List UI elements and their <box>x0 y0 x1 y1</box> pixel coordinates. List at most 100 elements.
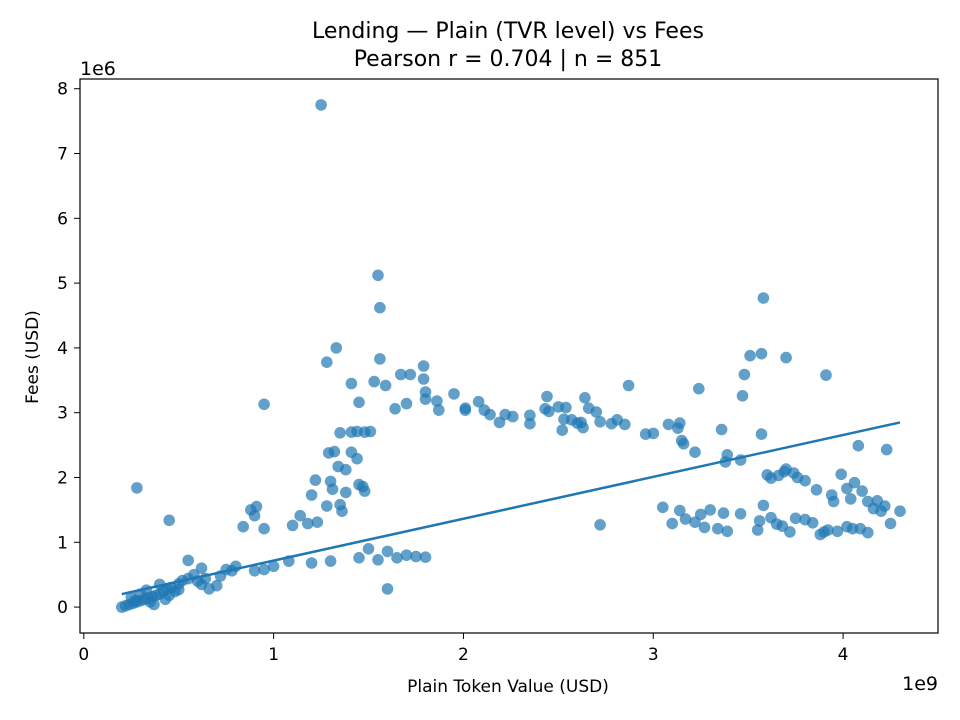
scatter-point <box>507 410 519 423</box>
y-tick-label: 7 <box>57 145 68 165</box>
scatter-point <box>248 509 261 522</box>
scatter-point <box>400 397 413 410</box>
scatter-point <box>757 499 770 512</box>
scatter-point <box>619 418 631 431</box>
scatter-point <box>757 292 770 304</box>
x-tick-label: 1 <box>268 645 279 665</box>
scatter-point <box>381 545 394 558</box>
scatter-point <box>381 583 394 595</box>
scatter-point <box>395 368 407 381</box>
scatter-point <box>541 390 553 403</box>
scatter-point <box>484 408 496 421</box>
scatter-point <box>693 382 705 395</box>
scatter-point <box>324 555 337 567</box>
scatter-point <box>332 460 345 473</box>
x-tick-label: 3 <box>648 645 659 665</box>
scatter-point <box>321 500 333 512</box>
scatter-point <box>374 353 386 365</box>
x-tick-label: 0 <box>78 645 89 665</box>
scatter-point <box>738 368 751 381</box>
scatter-point <box>340 486 352 499</box>
scatter-point <box>309 474 322 486</box>
scatter-point <box>334 498 346 511</box>
scatter-point <box>433 404 445 416</box>
scatter-point <box>806 517 819 529</box>
scatter-point <box>294 509 307 522</box>
scatter-point <box>472 395 485 408</box>
scatter-point <box>894 505 906 517</box>
scatter-point <box>848 476 861 489</box>
scatter-point <box>751 524 764 536</box>
y-tick-label: 3 <box>57 404 68 424</box>
scatter-point <box>334 427 346 439</box>
scatter-point <box>657 501 669 514</box>
scatter-point <box>880 443 893 456</box>
scatter-point <box>715 423 728 436</box>
scatter-point <box>721 449 734 461</box>
scatter-point <box>780 351 792 364</box>
scatter-point <box>305 557 318 569</box>
scatter-point <box>250 500 263 513</box>
scatter-point <box>417 360 430 372</box>
scatter-point <box>712 522 724 535</box>
scatter-point <box>210 579 223 592</box>
scatter-point <box>884 517 897 530</box>
y-tick-label: 2 <box>57 468 68 488</box>
chart-subtitle: Pearson r = 0.704 | n = 851 <box>354 47 663 72</box>
scatter-point <box>410 550 422 563</box>
scatter-point <box>159 593 172 606</box>
scatter-point <box>163 514 175 527</box>
scatter-point <box>577 421 589 434</box>
scatter-point <box>820 369 832 381</box>
scatter-point <box>594 519 606 531</box>
scatter-point <box>524 409 536 422</box>
scatter-point <box>258 398 270 411</box>
scatter-point <box>556 424 568 437</box>
scatter-point <box>736 390 749 402</box>
scatter-point <box>862 526 874 539</box>
scatter-point <box>431 395 443 407</box>
scatter-point <box>362 543 375 555</box>
scatter-point <box>647 427 660 440</box>
scatter-point <box>856 485 868 497</box>
scatter-point <box>330 342 343 354</box>
scatter-point <box>374 301 386 314</box>
scatter-point <box>328 445 341 458</box>
scatter-point <box>148 598 160 611</box>
scatter-point <box>368 375 381 388</box>
scatter-point <box>302 517 314 530</box>
scatter-point <box>744 349 756 362</box>
scatter-point <box>579 392 591 404</box>
x-axis-ticks: 0 1 2 3 4 <box>78 633 849 665</box>
scatter-points <box>116 99 906 613</box>
chart-title: Lending — Plain (TVR level) vs Fees <box>312 19 704 44</box>
scatter-point <box>311 516 324 528</box>
scatter-point <box>662 418 675 431</box>
scatter-point <box>590 406 603 418</box>
scatter-point <box>195 562 208 574</box>
scatter-point <box>129 594 141 607</box>
scatter-point <box>677 438 690 450</box>
scatter-point <box>822 524 834 536</box>
y-axis-ticks: 0 1 2 3 4 5 6 7 8 <box>57 80 80 618</box>
y-tick-label: 0 <box>57 598 68 618</box>
scatter-point <box>755 347 768 360</box>
scatter-point <box>835 468 847 481</box>
scatter-point <box>404 368 417 381</box>
scatter-point <box>679 513 692 525</box>
scatter-point <box>721 525 734 538</box>
scatter-point <box>810 484 823 496</box>
scatter-point <box>345 446 358 459</box>
scatter-point <box>353 552 365 564</box>
scatter-point <box>172 583 185 596</box>
scatter-point <box>827 495 840 508</box>
scatter-point <box>237 520 249 533</box>
scatter-point <box>379 379 392 392</box>
trend-line <box>121 421 901 596</box>
scatter-point <box>419 393 432 405</box>
scatter-point <box>364 425 377 438</box>
scatter-point <box>698 521 711 534</box>
scatter-point <box>417 373 430 385</box>
x-exponent-label: 1e9 <box>902 673 938 695</box>
scatter-point <box>694 508 707 521</box>
